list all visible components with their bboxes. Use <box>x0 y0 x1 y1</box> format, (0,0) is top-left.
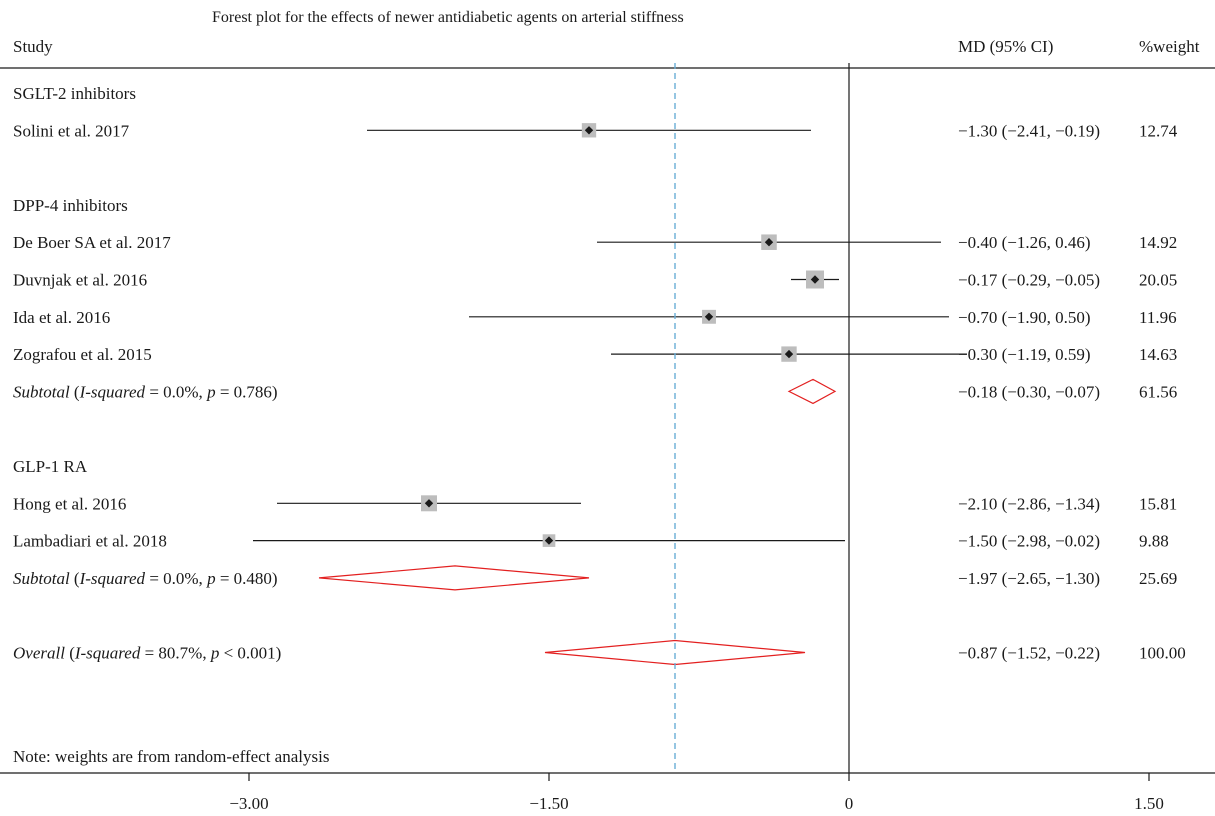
weight-text: 20.05 <box>1139 271 1177 290</box>
effect-ci-text: −1.97 (−2.65, −1.30) <box>958 569 1100 588</box>
rows-layer: SGLT-2 inhibitors Solini et al. 2017 −1.30… <box>13 63 1186 773</box>
effect-ci-text: −0.40 (−1.26, 0.46) <box>958 233 1091 252</box>
weight-text: 14.92 <box>1139 233 1177 252</box>
effect-ci-text: −1.30 (−2.41, −0.19) <box>958 121 1100 140</box>
column-header-study: Study <box>13 37 53 56</box>
effect-ci-text: −0.87 (−1.52, −0.22) <box>958 644 1100 663</box>
point-estimate <box>764 238 774 247</box>
subtotal-diamond <box>787 378 837 405</box>
study-label: Solini et al. 2017 <box>13 121 130 140</box>
weight-text: 12.74 <box>1139 121 1178 140</box>
group-header: GLP-1 RA <box>13 457 88 476</box>
x-tick-label: −1.50 <box>529 794 568 813</box>
x-tick-label: 1.50 <box>1134 794 1164 813</box>
effect-ci-text: −0.30 (−1.19, 0.59) <box>958 345 1091 364</box>
point-estimate <box>584 126 594 135</box>
weight-text: 11.96 <box>1139 308 1177 327</box>
group-header: SGLT-2 inhibitors <box>13 84 136 103</box>
effect-ci-text: −1.50 (−2.98, −0.02) <box>958 532 1100 551</box>
x-tick-label: 0 <box>845 794 854 813</box>
effect-ci-text: −0.18 (−0.30, −0.07) <box>958 382 1100 401</box>
point-estimate <box>704 312 714 321</box>
point-estimate <box>544 536 554 545</box>
study-label: Zografou et al. 2015 <box>13 345 152 364</box>
study-label: Duvnjak et al. 2016 <box>13 271 147 290</box>
overall-diamond <box>544 639 806 666</box>
study-label: Hong et al. 2016 <box>13 494 126 513</box>
chart-title: Forest plot for the effects of newer ant… <box>212 9 684 26</box>
effect-ci-text: −0.17 (−0.29, −0.05) <box>958 271 1100 290</box>
effect-ci-text: −0.70 (−1.90, 0.50) <box>958 308 1091 327</box>
study-label: Lambadiari et al. 2018 <box>13 532 167 551</box>
subtotal-label: Subtotal (I-squared = 0.0%, p = 0.786) <box>13 382 278 401</box>
effect-ci-text: −2.10 (−2.86, −1.34) <box>958 494 1100 513</box>
point-estimate <box>810 275 820 284</box>
footnote: Note: weights are from random-effect ana… <box>13 747 329 766</box>
weight-text: 61.56 <box>1139 382 1177 401</box>
group-header: DPP-4 inhibitors <box>13 196 128 215</box>
weight-text: 15.81 <box>1139 494 1177 513</box>
weight-text: 100.00 <box>1139 644 1186 663</box>
subtotal-label: Subtotal (I-squared = 0.0%, p = 0.480) <box>13 569 278 588</box>
x-tick-label: −3.00 <box>229 794 268 813</box>
column-header-weight: %weight <box>1139 37 1200 56</box>
subtotal-diamond <box>318 565 590 591</box>
x-axis: −3.00 −1.50 0 1.50 <box>0 772 1215 813</box>
weight-text: 9.88 <box>1139 532 1169 551</box>
column-header-effect: MD (95% CI) <box>958 37 1053 56</box>
weight-text: 25.69 <box>1139 569 1177 588</box>
overall-label: Overall (I-squared = 80.7%, p < 0.001) <box>13 644 281 663</box>
study-label: De Boer SA et al. 2017 <box>13 233 171 252</box>
point-estimate <box>784 349 794 359</box>
weight-text: 14.63 <box>1139 345 1177 364</box>
study-label: Ida et al. 2016 <box>13 308 110 327</box>
point-estimate <box>424 499 434 508</box>
